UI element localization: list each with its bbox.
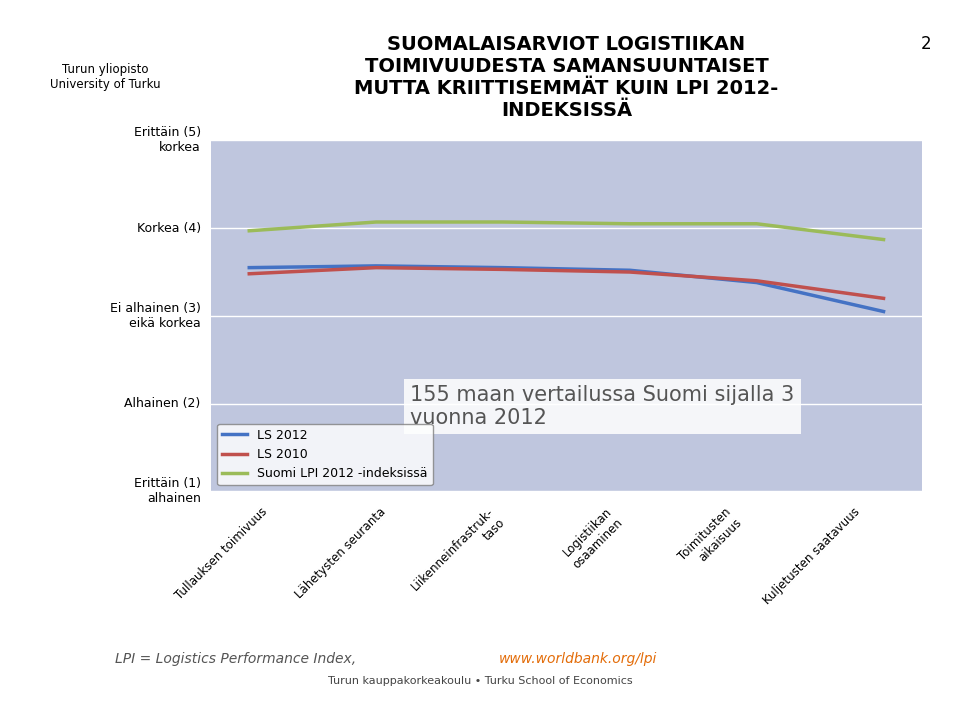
LS 2010 <box>624 267 636 276</box>
LS 2012 <box>244 263 255 272</box>
LS 2010 <box>751 277 762 285</box>
Line: LS 2012: LS 2012 <box>250 266 883 312</box>
Text: Turun kauppakorkeakoulu • Turku School of Economics: Turun kauppakorkeakoulu • Turku School o… <box>327 677 633 687</box>
Text: 155 maan vertailussa Suomi sijalla 3
vuonna 2012: 155 maan vertailussa Suomi sijalla 3 vuo… <box>410 385 794 428</box>
LS 2010 <box>877 294 889 303</box>
Text: Liikenneinfrastruk-
taso: Liikenneinfrastruk- taso <box>409 505 507 604</box>
LS 2010 <box>497 265 509 274</box>
Suomi LPI 2012 -indeksissä <box>371 218 382 226</box>
Legend: LS 2012, LS 2010, Suomi LPI 2012 -indeksissä: LS 2012, LS 2010, Suomi LPI 2012 -indeks… <box>218 423 433 485</box>
Line: LS 2010: LS 2010 <box>250 267 883 298</box>
LS 2012 <box>371 262 382 270</box>
LS 2012 <box>624 266 636 274</box>
Text: Ei alhainen (3)
eikä korkea: Ei alhainen (3) eikä korkea <box>109 302 201 330</box>
Text: Turun yliopisto
University of Turku: Turun yliopisto University of Turku <box>50 63 161 91</box>
LS 2010 <box>244 270 255 278</box>
LS 2010 <box>371 263 382 272</box>
Text: Logistiikan
osaaminen: Logistiikan osaaminen <box>560 505 626 571</box>
LS 2012 <box>751 279 762 287</box>
Text: Tullauksen toimivuus: Tullauksen toimivuus <box>174 505 271 602</box>
Suomi LPI 2012 -indeksissä <box>244 227 255 235</box>
Text: Kuljetusten saatavuus: Kuljetusten saatavuus <box>760 505 862 607</box>
Text: www.worldbank.org/lpi: www.worldbank.org/lpi <box>499 652 658 666</box>
LS 2012 <box>497 263 509 272</box>
Text: Korkea (4): Korkea (4) <box>136 222 201 234</box>
Suomi LPI 2012 -indeksissä <box>497 218 509 226</box>
Text: Erittäin (5)
korkea: Erittäin (5) korkea <box>133 126 201 154</box>
Text: LPI = Logistics Performance Index,: LPI = Logistics Performance Index, <box>115 652 361 666</box>
Text: Erittäin (1)
alhainen: Erittäin (1) alhainen <box>133 477 201 505</box>
Text: 2: 2 <box>921 35 931 53</box>
Text: Toimitusten
aikaisuus: Toimitusten aikaisuus <box>676 505 744 574</box>
Text: Lähetysten seuranta: Lähetysten seuranta <box>293 505 389 601</box>
Line: Suomi LPI 2012 -indeksissä: Suomi LPI 2012 -indeksissä <box>250 222 883 239</box>
Suomi LPI 2012 -indeksissä <box>877 235 889 244</box>
Suomi LPI 2012 -indeksissä <box>751 220 762 228</box>
Suomi LPI 2012 -indeksissä <box>624 220 636 228</box>
Text: Alhainen (2): Alhainen (2) <box>125 397 201 410</box>
LS 2012 <box>877 307 889 316</box>
Text: SUOMALAISARVIOT LOGISTIIKAN
TOIMIVUUDESTA SAMANSUUNTAISET
MUTTA KRIITTISEMMÄT KU: SUOMALAISARVIOT LOGISTIIKAN TOIMIVUUDEST… <box>354 34 779 120</box>
